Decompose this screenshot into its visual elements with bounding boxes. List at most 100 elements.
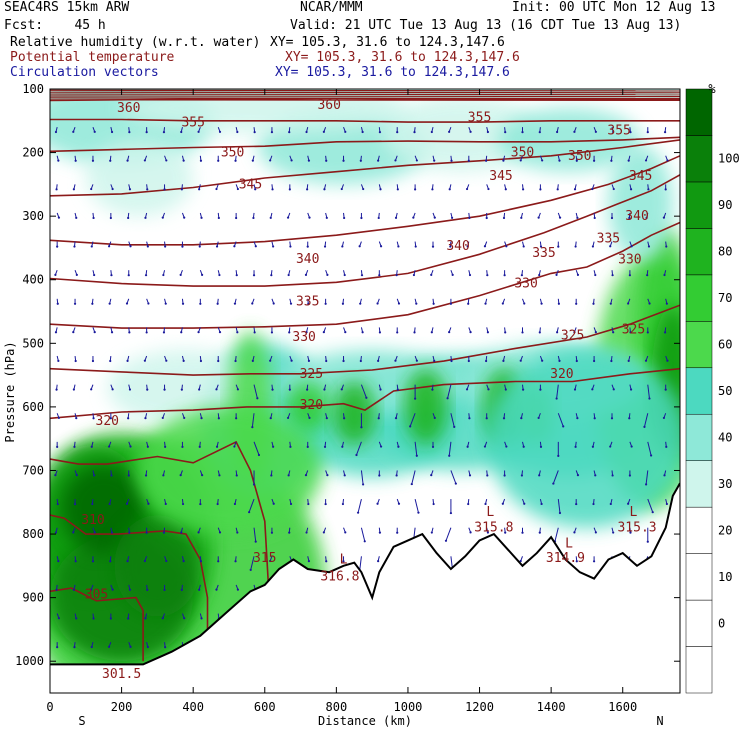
wind-vector-head: [662, 216, 666, 219]
wind-vector: [356, 441, 362, 456]
wind-vector-head: [236, 130, 239, 134]
wind-vector-head: [629, 388, 633, 391]
wind-vector-head: [378, 331, 382, 334]
wind-vector-head: [199, 302, 202, 305]
x-tick-label: 1000: [394, 700, 423, 714]
wind-vector-head: [538, 273, 541, 277]
wind-vector-head: [594, 331, 597, 334]
wind-vector-head: [502, 417, 506, 420]
colorbar-swatch: [685, 135, 713, 183]
theta-contour-upper: [50, 95, 680, 98]
wind-vector-head: [109, 359, 112, 363]
wind-vector-head: [450, 359, 453, 363]
wind-vector-head: [235, 216, 238, 220]
wind-vector: [445, 527, 452, 541]
theta-contour-315: [50, 440, 270, 585]
wind-vector-head: [453, 425, 456, 428]
wind-vector-head: [573, 130, 576, 133]
wind-vector-head: [200, 417, 203, 420]
theta-label: 335: [296, 294, 319, 309]
wind-vector: [253, 527, 257, 542]
wind-vector-head: [537, 416, 540, 420]
wind-vector-head: [236, 388, 239, 391]
wind-vector-head: [486, 274, 489, 277]
wind-vector-head: [609, 302, 612, 305]
wind-vector-head: [650, 454, 653, 457]
wind-vector-head: [645, 216, 648, 219]
y-tick-label: 400: [22, 273, 44, 287]
wind-vector-head: [201, 273, 204, 276]
wind-vector-head: [444, 539, 448, 542]
wind-vector-head: [290, 359, 293, 362]
wind-vector-head: [74, 159, 77, 162]
wind-vector-head: [306, 188, 309, 191]
theta-contour-upper: [50, 89, 680, 92]
wind-vector-head: [466, 245, 469, 248]
colorbar-tick-label: 70: [718, 291, 732, 305]
wind-vector-head: [129, 445, 132, 448]
wind-vector-head: [379, 245, 383, 248]
wind-vector-head: [448, 188, 451, 191]
wind-vector-head: [218, 130, 222, 133]
theta-label: 310: [81, 513, 104, 528]
wind-vector-head: [162, 474, 165, 477]
humidity-patch: [332, 381, 376, 446]
wind-vector-head: [180, 130, 183, 134]
wind-vector-head: [556, 331, 559, 334]
wind-vector-head: [609, 245, 612, 248]
wind-vector: [251, 413, 255, 428]
x-tick-label: 0: [46, 700, 53, 714]
wind-vector-head: [72, 188, 75, 191]
wind-vector-head: [576, 273, 580, 276]
wind-vector-head: [308, 216, 311, 219]
theta-label: 320: [96, 414, 119, 429]
y-tick-label: 300: [22, 209, 44, 223]
theta-contour-325: [50, 304, 680, 376]
wind-vector-head: [627, 159, 630, 162]
wind-vector-head: [664, 388, 667, 391]
wind-vector-head: [108, 502, 111, 506]
wind-vector-head: [215, 187, 218, 191]
wind-vector-head: [340, 388, 343, 391]
wind-vector-head: [341, 245, 344, 248]
wind-vector-head: [575, 502, 578, 506]
wind-vector-head: [449, 511, 453, 515]
wind-vector-head: [128, 588, 132, 591]
wind-vector-head: [520, 417, 523, 420]
wind-vector-head: [162, 131, 166, 134]
wind-vector-head: [610, 417, 614, 420]
y-axis: 100 200 300 400 500 600 700 800 900 1000: [15, 82, 680, 668]
wind-vector-head: [358, 245, 361, 248]
wind-vector-head: [343, 474, 346, 477]
wind-vector-head: [217, 359, 220, 363]
wind-vector-head: [344, 331, 347, 334]
wind-vector: [647, 498, 654, 513]
wind-vector-head: [90, 645, 93, 649]
wind-vector-head: [254, 188, 257, 191]
wind-vector-head: [395, 274, 398, 277]
wind-vector-head: [417, 511, 420, 514]
wind-vector-head: [235, 474, 238, 477]
theta-label: 315: [253, 551, 276, 566]
wind-vector-head: [164, 302, 167, 305]
y-tick-label: 100: [22, 82, 44, 96]
wind-vector-head: [576, 216, 579, 219]
wind-vector-head: [252, 216, 255, 220]
wind-vector-head: [485, 417, 488, 420]
humidity-patch: [382, 95, 541, 172]
wind-vector-head: [91, 302, 94, 305]
wind-vector-head: [54, 273, 57, 276]
wind-vector-head: [74, 359, 77, 363]
colorbar-tick-label: 40: [718, 430, 732, 444]
wind-vector-head: [576, 417, 579, 420]
theta-label: 316.8: [320, 570, 359, 585]
wind-vector: [409, 413, 416, 427]
humidity-patch: [486, 349, 680, 528]
wind-vector-head: [575, 302, 578, 305]
theta-label: 355: [468, 111, 491, 126]
wind-vector-head: [468, 474, 472, 477]
wind-vector-head: [519, 359, 522, 362]
wind-vector-head: [449, 302, 453, 305]
wind-vector-head: [448, 454, 451, 457]
wind-vector-head: [433, 416, 436, 420]
